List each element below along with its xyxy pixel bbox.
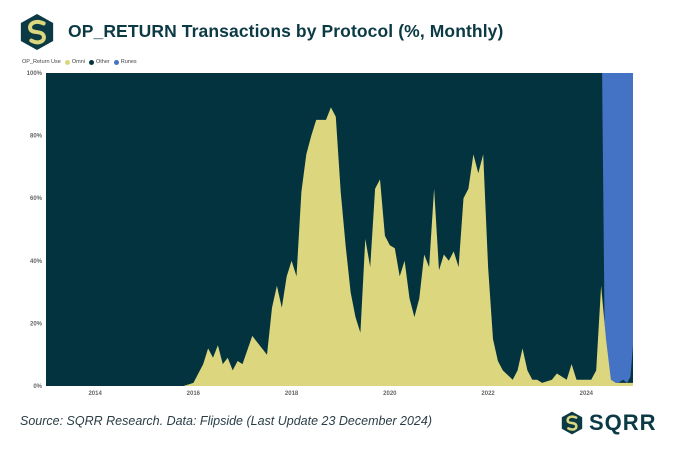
legend-item-other[interactable]: Other — [88, 59, 110, 65]
area-series-omni — [46, 107, 633, 387]
x-tick-label: 2018 — [285, 391, 299, 397]
y-tick-label: 0% — [33, 384, 42, 390]
y-tick-label: 100% — [27, 71, 43, 77]
brand-mark: SQRR — [560, 410, 657, 436]
source-note: Source: SQRR Research. Data: Flipside (L… — [20, 414, 432, 428]
sqrr-logo-icon — [20, 13, 54, 51]
brand-name: SQRR — [589, 410, 657, 435]
chart-legend: OP_Return Use Omni Other Runes — [22, 59, 137, 65]
legend-title: OP_Return Use — [22, 59, 61, 65]
sqrr-brand-icon — [561, 411, 583, 435]
y-axis: 0% 20% 40% 60% 80% 100% — [27, 71, 43, 390]
legend-item-omni[interactable]: Omni — [64, 59, 85, 65]
legend-swatch-other — [88, 59, 94, 65]
x-tick-label: 2014 — [88, 391, 102, 397]
y-tick-label: 40% — [30, 259, 43, 265]
x-tick-label: 2020 — [383, 391, 397, 397]
chart-title: OP_RETURN Transactions by Protocol (%, M… — [68, 21, 504, 41]
legend-swatch-runes — [113, 59, 119, 65]
x-tick-label: 2022 — [481, 391, 495, 397]
legend-label-runes: Runes — [120, 59, 137, 65]
legend-item-runes[interactable]: Runes — [113, 59, 137, 65]
x-tick-label: 2016 — [187, 391, 201, 397]
y-tick-label: 80% — [30, 134, 43, 140]
area-series-runes — [602, 73, 633, 386]
x-axis: 2014 2016 2018 2020 2022 2024 — [88, 391, 593, 397]
legend-label-other: Other — [95, 59, 110, 65]
legend-swatch-omni — [64, 59, 70, 65]
y-tick-label: 60% — [30, 196, 43, 202]
legend-label-omni: Omni — [71, 59, 85, 65]
y-tick-label: 20% — [30, 321, 43, 327]
x-tick-label: 2024 — [580, 391, 594, 397]
